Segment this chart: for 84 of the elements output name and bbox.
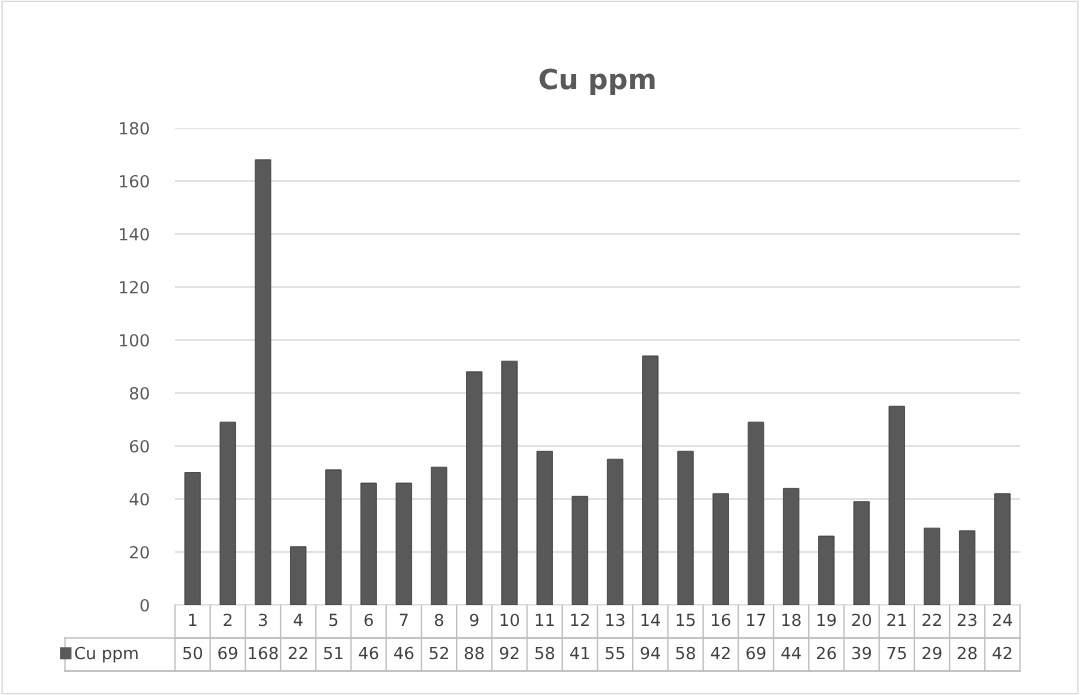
bar bbox=[853, 501, 870, 605]
data-label: 69 bbox=[746, 646, 766, 660]
x-tick-label: 18 bbox=[782, 613, 801, 627]
bar bbox=[677, 450, 694, 605]
bar bbox=[818, 535, 835, 605]
x-tick-label: 8 bbox=[434, 613, 444, 627]
chart-title: Cu ppm bbox=[539, 68, 655, 95]
x-tick-label: 13 bbox=[606, 613, 625, 627]
data-label: 46 bbox=[394, 646, 414, 660]
x-tick-label: 17 bbox=[747, 613, 766, 626]
bar bbox=[642, 355, 659, 605]
y-tick-label: 20 bbox=[130, 545, 149, 559]
x-tick-label: 3 bbox=[258, 613, 267, 627]
legend-label: Cu ppm bbox=[75, 646, 138, 663]
data-label: 55 bbox=[605, 646, 625, 660]
y-tick-label: 60 bbox=[129, 439, 149, 453]
bar bbox=[782, 487, 800, 605]
data-label: 94 bbox=[640, 646, 660, 660]
y-tick-label: 80 bbox=[129, 386, 149, 400]
data-label: 42 bbox=[992, 646, 1012, 660]
data-label: 92 bbox=[499, 646, 519, 660]
bar bbox=[466, 371, 483, 605]
y-tick-label: 100 bbox=[120, 333, 149, 347]
data-label: 22 bbox=[288, 646, 308, 660]
bar bbox=[606, 458, 624, 605]
x-tick-label: 10 bbox=[500, 613, 519, 627]
bar bbox=[747, 421, 765, 605]
bar bbox=[536, 450, 553, 605]
x-tick-label: 21 bbox=[887, 613, 906, 626]
bar bbox=[254, 159, 272, 605]
x-tick-label: 12 bbox=[571, 613, 589, 626]
bar bbox=[360, 482, 377, 605]
x-tick-label: 4 bbox=[293, 613, 303, 626]
y-tick-label: 180 bbox=[120, 121, 149, 135]
data-label: 58 bbox=[535, 646, 555, 660]
bar bbox=[959, 530, 976, 605]
bar bbox=[712, 493, 729, 605]
data-label: 26 bbox=[816, 646, 836, 660]
data-label: 88 bbox=[464, 646, 484, 660]
bar bbox=[219, 421, 236, 605]
x-tick-label: 1 bbox=[189, 613, 197, 626]
data-label: 58 bbox=[676, 646, 695, 660]
bar bbox=[430, 466, 448, 605]
bar bbox=[571, 495, 589, 605]
bar bbox=[994, 493, 1011, 605]
bar bbox=[325, 469, 342, 605]
bar bbox=[501, 360, 518, 605]
bar bbox=[888, 405, 905, 605]
x-tick-label: 6 bbox=[364, 613, 373, 627]
y-tick-label: 160 bbox=[120, 174, 149, 188]
data-label: 44 bbox=[781, 646, 801, 660]
x-tick-label: 24 bbox=[993, 613, 1013, 626]
bar bbox=[395, 482, 413, 605]
data-label: 46 bbox=[358, 646, 379, 660]
data-label: 29 bbox=[922, 646, 942, 660]
data-label: 52 bbox=[429, 646, 448, 660]
x-tick-label: 9 bbox=[470, 613, 479, 627]
y-tick-label: 140 bbox=[120, 227, 149, 241]
x-tick-label: 19 bbox=[817, 613, 836, 627]
x-tick-label: 23 bbox=[957, 613, 977, 627]
data-label: 39 bbox=[852, 646, 871, 660]
x-tick-label: 11 bbox=[535, 613, 554, 626]
data-label: 42 bbox=[710, 646, 730, 660]
data-label: 75 bbox=[887, 646, 906, 660]
x-tick-label: 2 bbox=[223, 613, 232, 626]
y-tick-label: 0 bbox=[140, 598, 149, 612]
data-label: 41 bbox=[570, 646, 589, 660]
bar bbox=[923, 527, 941, 605]
data-label: 28 bbox=[957, 646, 977, 660]
data-label: 50 bbox=[183, 646, 203, 660]
y-tick-label: 120 bbox=[120, 280, 149, 294]
x-tick-label: 7 bbox=[399, 613, 408, 626]
x-tick-label: 22 bbox=[922, 613, 941, 626]
y-tick-label: 40 bbox=[129, 492, 149, 506]
x-tick-label: 16 bbox=[711, 613, 731, 627]
bar bbox=[290, 546, 307, 605]
x-tick-label: 20 bbox=[852, 613, 872, 627]
data-label: 51 bbox=[324, 646, 343, 660]
x-tick-label: 14 bbox=[641, 613, 660, 626]
x-tick-label: 15 bbox=[676, 613, 695, 627]
data-label: 168 bbox=[248, 646, 278, 660]
bar bbox=[184, 472, 201, 605]
x-tick-label: 5 bbox=[329, 613, 338, 627]
data-label: 69 bbox=[218, 646, 238, 660]
